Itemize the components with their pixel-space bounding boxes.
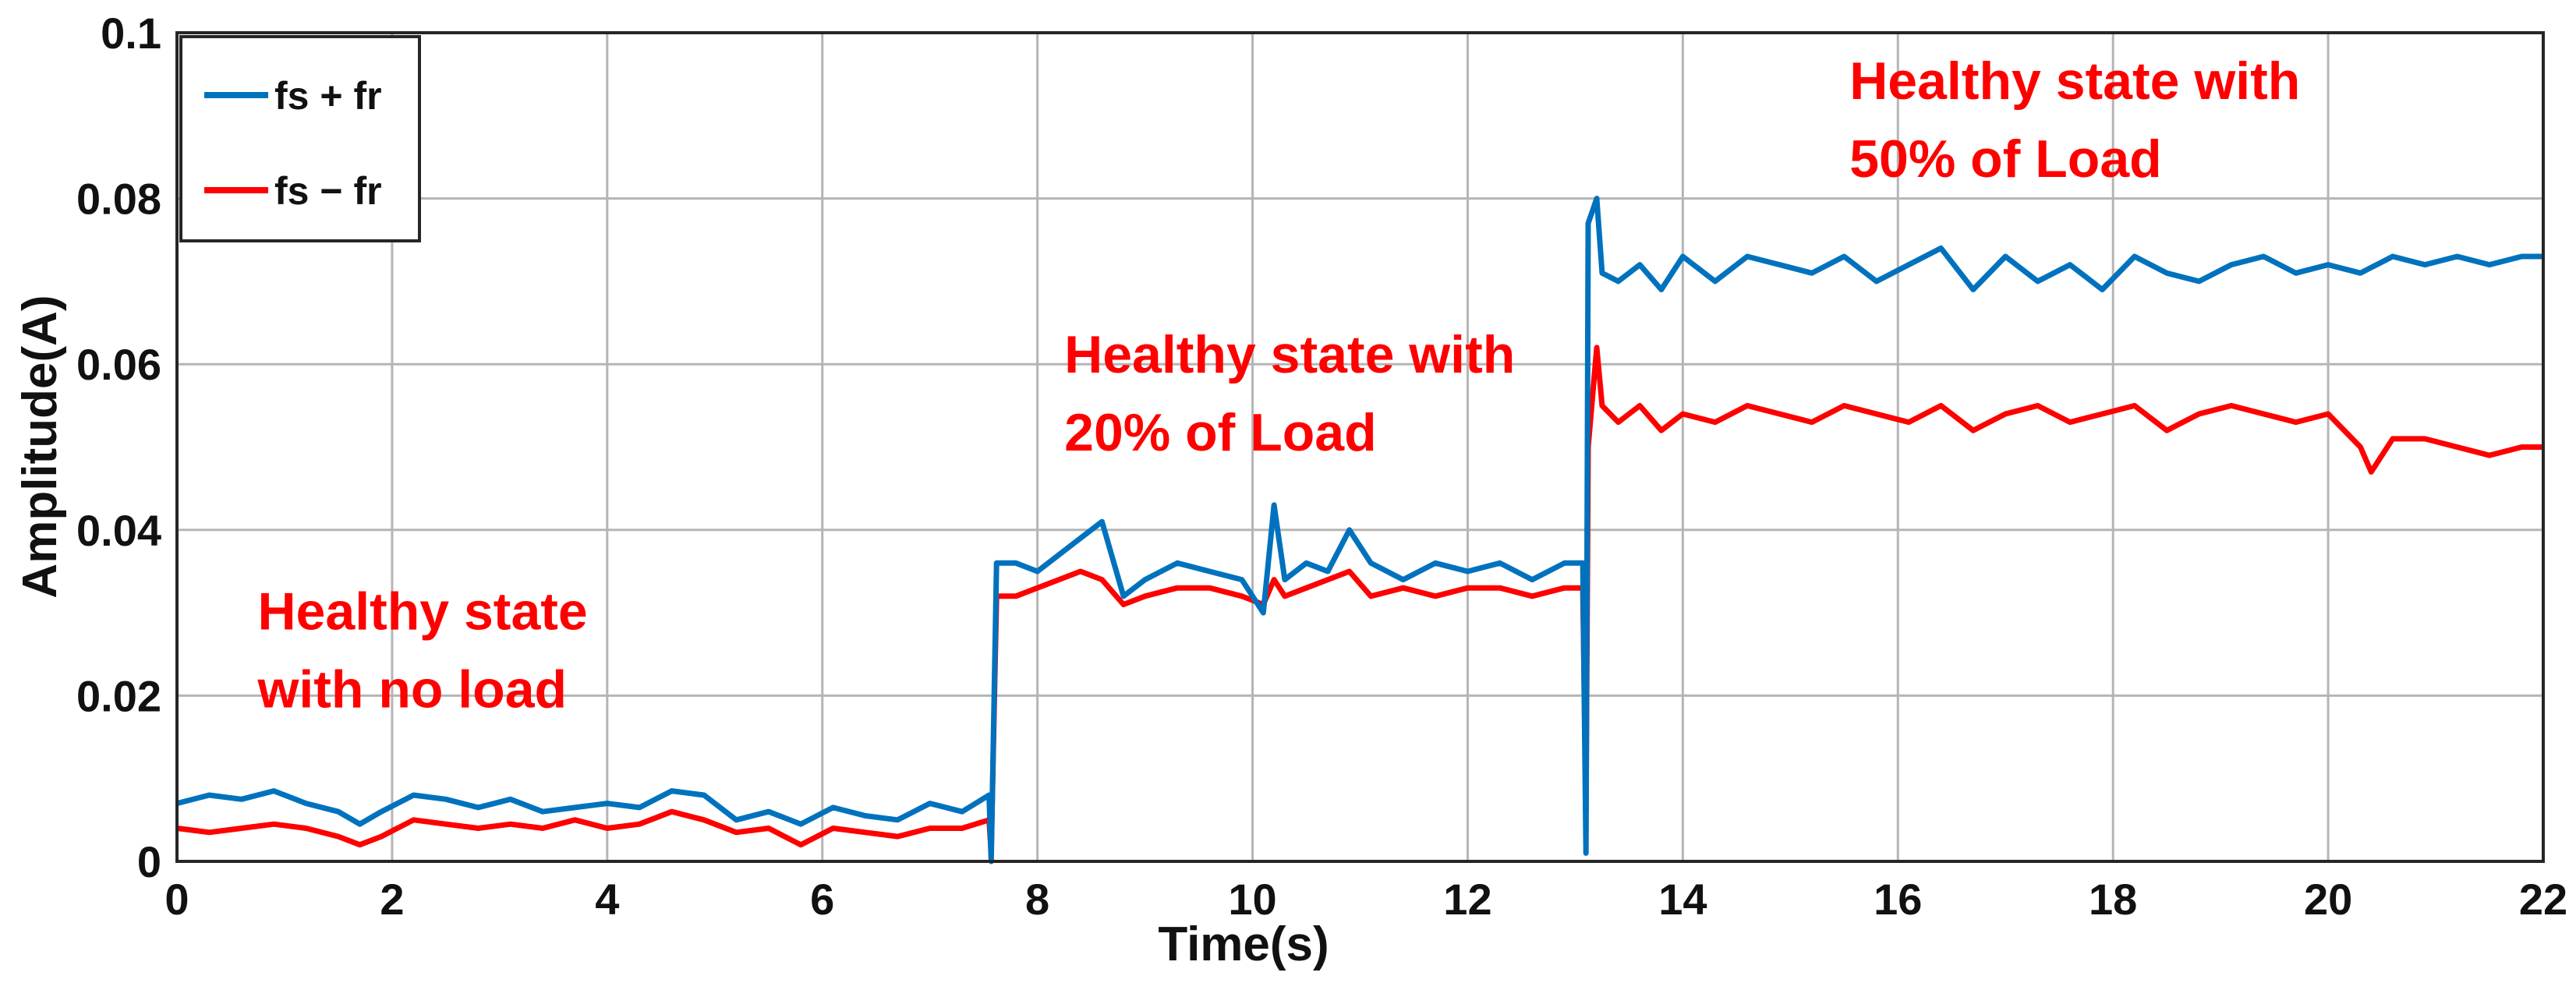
y-tick-label: 0.02	[76, 671, 161, 720]
x-tick-label: 22	[2519, 875, 2567, 924]
tick-labels: 0 2 4 6 8 10 12 14 16 18 20 22 0 0.02 0.04 0.06 0.08 0.1	[76, 9, 2567, 924]
x-tick-label: 12	[1443, 875, 1491, 924]
legend-label-fs-plus-fr: fs + fr	[274, 74, 382, 118]
x-tick-label: 2	[380, 875, 404, 924]
annotation-line: with no load	[257, 659, 567, 719]
y-tick-label: 0.1	[101, 9, 161, 58]
x-tick-label: 0	[165, 875, 189, 924]
legend: fs + fr fs − fr	[179, 35, 421, 242]
y-tick-label: 0.06	[76, 340, 161, 389]
annotation-line: Healthy state with	[1064, 325, 1515, 384]
x-tick-label: 4	[595, 875, 619, 924]
annotation-2: Healthy state with 50% of Load	[1849, 51, 2300, 189]
y-tick-label: 0	[137, 837, 161, 886]
annotation-line: Healthy state with	[1849, 51, 2300, 111]
series-line-0	[176, 196, 2543, 864]
x-tick-label: 14	[1658, 875, 1707, 924]
x-tick-label: 10	[1228, 875, 1276, 924]
annotation-1: Healthy state with 20% of Load	[1064, 325, 1515, 462]
y-tick-label: 0.04	[76, 506, 161, 555]
annotation-line: 50% of Load	[1849, 129, 2162, 189]
x-tick-label: 16	[1874, 875, 1922, 924]
x-tick-label: 8	[1025, 875, 1049, 924]
annotation-line: 20% of Load	[1064, 403, 1377, 462]
plot-frame	[175, 31, 2545, 863]
plot-background	[177, 33, 2543, 861]
legend-label-fs-minus-fr: fs − fr	[274, 169, 382, 213]
series-line-1	[176, 345, 2543, 856]
grid-lines	[175, 31, 2545, 863]
legend-box	[179, 35, 421, 242]
annotation-0: Healthy state with no load	[257, 582, 587, 719]
y-tick-label: 0.08	[76, 175, 161, 224]
series-layer	[176, 196, 2543, 864]
x-tick-label: 20	[2304, 875, 2352, 924]
x-tick-label: 6	[810, 875, 834, 924]
x-axis-label: Time(s)	[1158, 918, 1329, 971]
y-axis-label: Amplitude(A)	[13, 295, 67, 598]
annotation-line: Healthy state	[257, 582, 587, 641]
x-tick-label: 18	[2089, 875, 2137, 924]
